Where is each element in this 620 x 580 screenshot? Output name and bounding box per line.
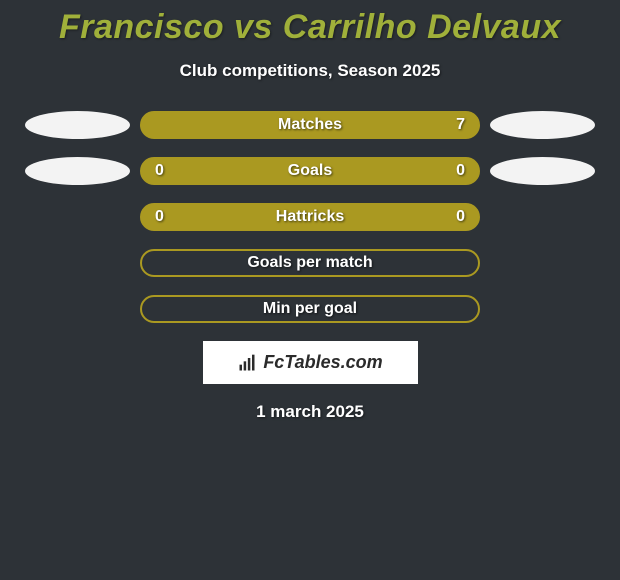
player-left-oval [25, 157, 130, 185]
oval-spacer [25, 295, 130, 323]
oval-spacer [25, 249, 130, 277]
stat-left-value: 0 [155, 162, 164, 180]
stat-bar: 0 Goals 0 [140, 157, 480, 185]
stat-right-value: 7 [456, 116, 465, 134]
oval-spacer [490, 203, 595, 231]
oval-spacer [490, 249, 595, 277]
subtitle: Club competitions, Season 2025 [0, 61, 620, 81]
stat-row: 0 Hattricks 0 [0, 203, 620, 231]
logo-box: FcTables.com [203, 341, 418, 384]
date-label: 1 march 2025 [0, 402, 620, 422]
oval-spacer [490, 295, 595, 323]
stat-left-value: 0 [155, 208, 164, 226]
stat-bar: Matches 7 [140, 111, 480, 139]
chart-icon [237, 353, 257, 373]
logo-text: FcTables.com [263, 352, 382, 373]
stat-label: Hattricks [276, 208, 344, 226]
player-right-oval [490, 157, 595, 185]
stat-label: Matches [278, 116, 342, 134]
stat-label: Min per goal [263, 300, 357, 318]
player-right-oval [490, 111, 595, 139]
stat-label: Goals per match [247, 254, 372, 272]
player-left-oval [25, 111, 130, 139]
oval-spacer [25, 203, 130, 231]
stat-row: 0 Goals 0 [0, 157, 620, 185]
stat-right-value: 0 [456, 208, 465, 226]
stat-bar: Min per goal [140, 295, 480, 323]
stats-container: Matches 7 0 Goals 0 0 Hattricks 0 Goals per matc… [0, 111, 620, 323]
stat-row: Goals per match [0, 249, 620, 277]
stat-bar: 0 Hattricks 0 [140, 203, 480, 231]
stat-row: Min per goal [0, 295, 620, 323]
stat-row: Matches 7 [0, 111, 620, 139]
stat-label: Goals [288, 162, 332, 180]
stat-right-value: 0 [456, 162, 465, 180]
page-title: Francisco vs Carrilho Delvaux [0, 0, 620, 47]
stat-bar: Goals per match [140, 249, 480, 277]
